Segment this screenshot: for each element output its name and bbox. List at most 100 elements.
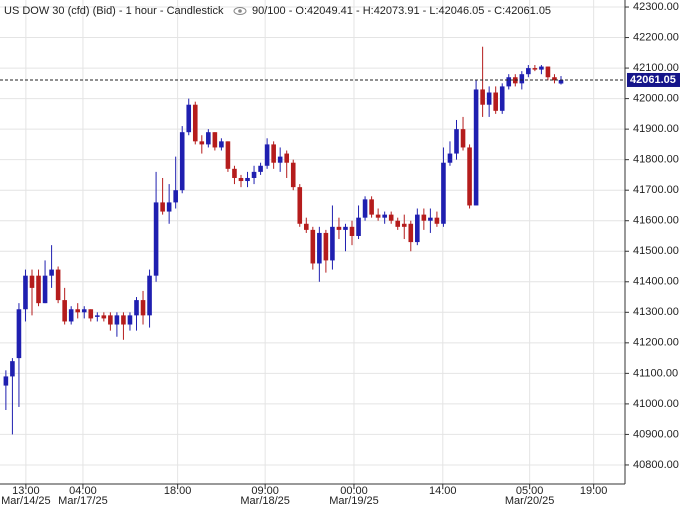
candle-body — [401, 223, 407, 227]
candle-body — [192, 104, 198, 142]
candle-body — [382, 214, 387, 218]
candle-body — [480, 89, 485, 105]
candle-body — [127, 315, 133, 325]
candle-body — [199, 141, 205, 145]
candle-body — [434, 217, 440, 224]
x-tick-label: 04:00 — [69, 485, 97, 497]
x-tick-label: 19:00 — [580, 485, 608, 497]
candle-body — [526, 68, 531, 75]
date-label: Mar/17/25 — [58, 495, 108, 507]
candle-body — [219, 141, 224, 148]
candle-body — [186, 104, 192, 133]
candle-body — [349, 226, 355, 236]
candle-body — [212, 132, 218, 148]
candle-body — [336, 226, 342, 230]
candle-body — [388, 214, 394, 221]
candle-body — [238, 177, 244, 182]
date-label: Mar/19/25 — [329, 495, 379, 507]
candle-body — [408, 223, 414, 243]
candle-body — [415, 214, 420, 243]
y-tick-label: 40900.00 — [633, 428, 679, 440]
y-tick-label: 41500.00 — [633, 245, 679, 257]
candle-body — [493, 92, 498, 111]
candle-body — [297, 187, 303, 224]
candle-body — [545, 66, 551, 78]
candle-body — [486, 92, 492, 105]
candle-body — [506, 77, 512, 87]
candles — [3, 46, 564, 435]
candle-body — [140, 300, 146, 316]
candle-body — [460, 129, 466, 148]
candle-body — [277, 156, 283, 163]
candle-body — [539, 66, 544, 70]
x-tick-label: 13:00 — [12, 485, 40, 497]
candle-body — [3, 376, 9, 386]
y-tick-label: 42200.00 — [633, 31, 679, 43]
candle-body — [29, 275, 35, 288]
y-tick-label: 41900.00 — [633, 123, 679, 135]
y-tick-label: 41400.00 — [633, 276, 679, 288]
candle-body — [68, 309, 74, 322]
x-tick-label: 18:00 — [164, 485, 192, 497]
last-price-label: 42061.05 — [630, 74, 676, 86]
ohlc-info: 90/100 - O:42049.41 - H:42073.91 - L:420… — [252, 5, 551, 17]
candle-body — [245, 177, 250, 182]
candle-body — [225, 141, 231, 169]
candle-body — [49, 269, 54, 276]
candle-body — [290, 162, 296, 188]
candle-body — [362, 199, 368, 218]
candle-body — [121, 315, 126, 325]
candle-body — [303, 223, 309, 230]
candle-body — [473, 89, 479, 206]
candle-body — [108, 315, 113, 325]
y-tick-label: 41200.00 — [633, 337, 679, 349]
candle-body — [258, 165, 263, 172]
candle-body — [467, 147, 472, 206]
candle-body — [251, 171, 257, 178]
candle-body — [88, 309, 94, 319]
candle-body — [454, 129, 459, 154]
candle-body — [95, 315, 100, 317]
candle-body — [356, 217, 361, 236]
candle-body — [447, 153, 453, 163]
candle-body — [323, 232, 329, 261]
candle-body — [10, 361, 15, 377]
x-tick-label: 00:00 — [340, 485, 368, 497]
candle-body — [428, 217, 433, 221]
candle-body — [421, 214, 427, 221]
date-label: Mar/18/25 — [240, 495, 290, 507]
y-tick-label: 40800.00 — [633, 459, 679, 471]
candle-body — [166, 202, 172, 212]
candle-body — [23, 275, 28, 310]
candle-body — [147, 275, 152, 316]
candle-body — [179, 132, 185, 191]
candle-body — [62, 300, 67, 322]
candle-body — [441, 162, 446, 224]
y-tick-label: 41100.00 — [633, 367, 678, 379]
candle-body — [519, 74, 525, 84]
candle-body — [558, 79, 564, 84]
candle-body — [81, 309, 87, 313]
candle-body — [16, 309, 22, 359]
y-tick-label: 42000.00 — [633, 93, 679, 105]
candle-body — [173, 190, 178, 203]
candle-body — [101, 315, 107, 319]
candle-body — [499, 86, 505, 111]
x-tick-label: 09:00 — [251, 485, 279, 497]
candle-body — [232, 168, 237, 178]
last-price-box — [627, 72, 680, 87]
candle-body — [160, 202, 165, 212]
eye-icon — [233, 7, 247, 15]
y-tick-label: 42300.00 — [633, 1, 679, 13]
date-label: Mar/14/25 — [1, 495, 51, 507]
candle-body — [75, 309, 81, 313]
candle-body — [42, 275, 48, 304]
y-tick-label: 41800.00 — [633, 154, 679, 166]
candle-body — [310, 229, 316, 264]
x-tick-label: 05:00 — [516, 485, 544, 497]
candle-body — [264, 144, 270, 166]
x-axis: 13:00 04:00 18:00 09:00 00:00 14:00 05:00 19:00… — [1, 484, 607, 507]
candle-body — [369, 199, 374, 215]
candle-body — [375, 214, 381, 218]
